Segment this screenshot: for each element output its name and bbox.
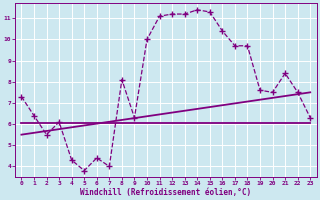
X-axis label: Windchill (Refroidissement éolien,°C): Windchill (Refroidissement éolien,°C) [80,188,252,197]
